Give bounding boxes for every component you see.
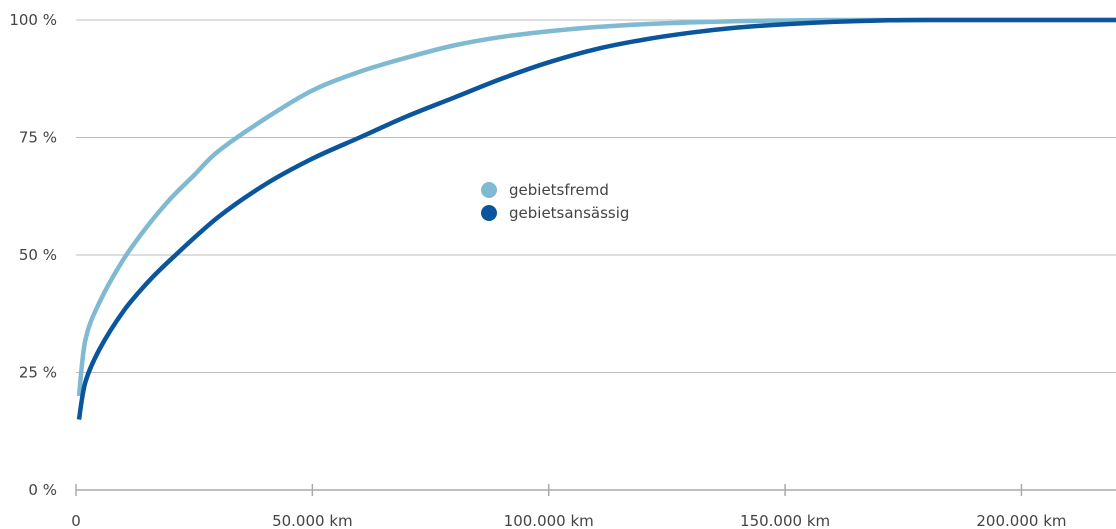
y-tick-label: 0 % (28, 481, 57, 499)
y-axis: 0 % 25 % 50 % 75 % 100 % (9, 11, 57, 499)
series-line-gebietsansaessig (76, 17, 1116, 420)
series-lines (76, 17, 1116, 420)
x-tick-label: 200.000 km (976, 512, 1066, 529)
y-tick-label: 25 % (19, 364, 57, 382)
y-tick-label: 50 % (19, 246, 57, 264)
x-tick-label: 0 (71, 512, 81, 529)
x-tick-label: 100.000 km (504, 512, 594, 529)
x-axis: 0 50.000 km 100.000 km 150.000 km 200.000 km (71, 484, 1116, 529)
legend-label: gebietsfremd (509, 181, 609, 199)
y-tick-label: 100 % (9, 11, 57, 29)
y-tick-label: 75 % (19, 129, 57, 147)
legend-label: gebietsansässig (509, 204, 629, 222)
legend: gebietsfremd gebietsansässig (481, 181, 629, 222)
legend-item: gebietsansässig (481, 204, 629, 222)
legend-item: gebietsfremd (481, 181, 609, 199)
series-line-gebietsfremd (76, 17, 1116, 397)
x-tick-label: 150.000 km (740, 512, 830, 529)
x-tick-label: 50.000 km (272, 512, 353, 529)
legend-marker (481, 182, 497, 198)
legend-marker (481, 205, 497, 221)
